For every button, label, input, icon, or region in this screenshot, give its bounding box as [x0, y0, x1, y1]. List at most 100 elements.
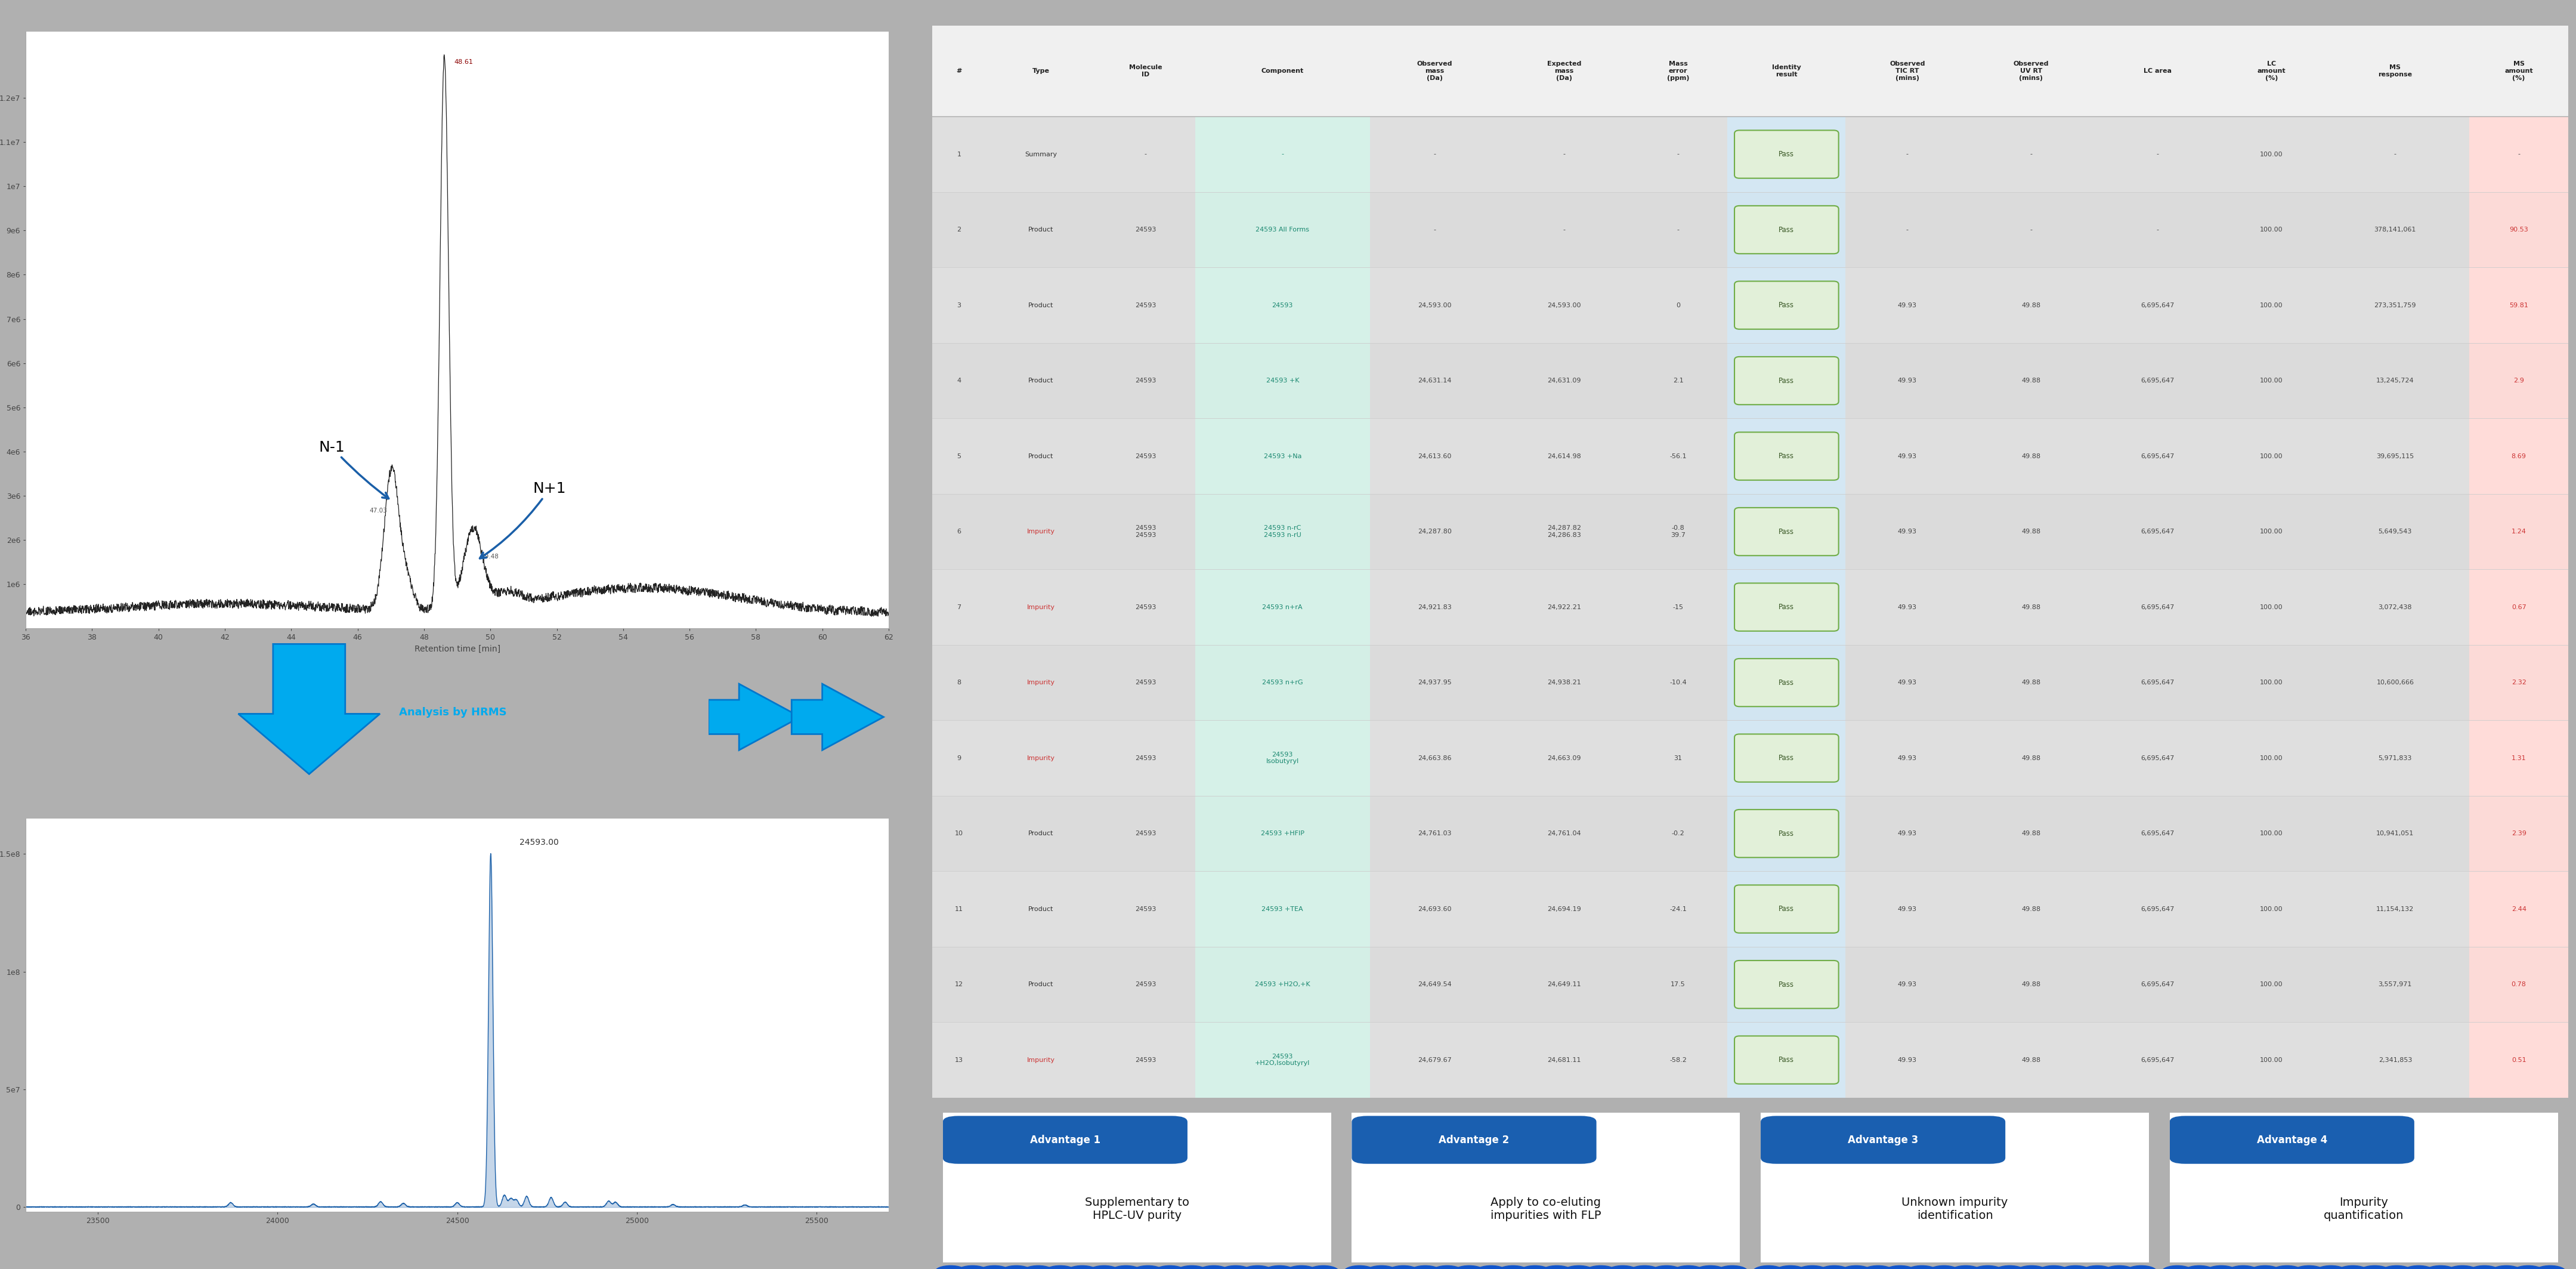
- FancyBboxPatch shape: [1734, 357, 1839, 405]
- Text: 100.00: 100.00: [2259, 378, 2282, 383]
- Text: 49.93: 49.93: [1899, 680, 1917, 685]
- Circle shape: [1752, 1265, 1785, 1269]
- Text: 47.03: 47.03: [371, 508, 386, 514]
- Text: 100.00: 100.00: [2259, 151, 2282, 157]
- Text: 24593: 24593: [1136, 227, 1157, 232]
- Text: 2: 2: [958, 227, 961, 232]
- Text: Pass: Pass: [1780, 981, 1795, 989]
- Text: 24593 +TEA: 24593 +TEA: [1262, 906, 1303, 912]
- Text: Summary: Summary: [1025, 151, 1056, 157]
- Text: 24593: 24593: [1136, 302, 1157, 308]
- Circle shape: [1842, 1265, 1873, 1269]
- Text: 49.88: 49.88: [2022, 1057, 2040, 1063]
- FancyBboxPatch shape: [933, 192, 2568, 268]
- Text: 49.93: 49.93: [1899, 453, 1917, 459]
- Text: Pass: Pass: [1780, 905, 1795, 912]
- X-axis label: Retention time [min]: Retention time [min]: [415, 645, 500, 654]
- Text: 24,663.86: 24,663.86: [1417, 755, 1450, 761]
- Text: 6,695,647: 6,695,647: [2141, 378, 2174, 383]
- Circle shape: [2017, 1265, 2048, 1269]
- Circle shape: [1365, 1265, 1396, 1269]
- Text: 39,695,115: 39,695,115: [2375, 453, 2414, 459]
- Text: 100.00: 100.00: [2259, 906, 2282, 912]
- Text: 24,287.82
24,286.83: 24,287.82 24,286.83: [1548, 525, 1582, 538]
- Text: 13: 13: [956, 1057, 963, 1063]
- Circle shape: [1607, 1265, 1638, 1269]
- Text: 24,694.19: 24,694.19: [1548, 906, 1582, 912]
- FancyBboxPatch shape: [1734, 206, 1839, 254]
- Text: 49.93: 49.93: [1899, 378, 1917, 383]
- FancyBboxPatch shape: [2169, 1115, 2414, 1164]
- Circle shape: [2512, 1265, 2545, 1269]
- Text: N+1: N+1: [479, 482, 567, 558]
- Text: 24,614.98: 24,614.98: [1548, 453, 1582, 459]
- Text: Pass: Pass: [1780, 377, 1795, 385]
- Circle shape: [1154, 1265, 1185, 1269]
- Circle shape: [1497, 1265, 1528, 1269]
- Text: Pass: Pass: [1780, 603, 1795, 610]
- Circle shape: [1886, 1265, 1917, 1269]
- Text: Impurity: Impurity: [1028, 529, 1056, 534]
- FancyBboxPatch shape: [933, 1023, 2568, 1098]
- Circle shape: [2491, 1265, 2522, 1269]
- Circle shape: [1066, 1265, 1097, 1269]
- Circle shape: [1177, 1265, 1208, 1269]
- Circle shape: [1476, 1265, 1507, 1269]
- Text: 49.88: 49.88: [2022, 529, 2040, 534]
- Text: 49.93: 49.93: [1899, 604, 1917, 610]
- Text: 100.00: 100.00: [2259, 755, 2282, 761]
- Text: -10.4: -10.4: [1669, 680, 1687, 685]
- FancyBboxPatch shape: [1734, 508, 1839, 556]
- Text: 24,679.67: 24,679.67: [1417, 1057, 1453, 1063]
- Circle shape: [1345, 1265, 1376, 1269]
- Circle shape: [1775, 1265, 1806, 1269]
- Text: 100.00: 100.00: [2259, 227, 2282, 232]
- Text: 24,937.95: 24,937.95: [1417, 680, 1453, 685]
- Text: 24593
Isobutyryl: 24593 Isobutyryl: [1265, 751, 1298, 764]
- Text: 24593: 24593: [1136, 1057, 1157, 1063]
- Text: -24.1: -24.1: [1669, 906, 1687, 912]
- Text: 49.88: 49.88: [2022, 378, 2040, 383]
- Circle shape: [2535, 1265, 2566, 1269]
- Text: Pass: Pass: [1780, 528, 1795, 536]
- Text: 100.00: 100.00: [2259, 830, 2282, 836]
- Circle shape: [979, 1265, 1010, 1269]
- Text: MS
amount
(%): MS amount (%): [2504, 61, 2532, 81]
- Text: Impurity: Impurity: [1028, 680, 1056, 685]
- FancyBboxPatch shape: [1749, 1112, 2161, 1268]
- FancyBboxPatch shape: [943, 1115, 1188, 1164]
- Circle shape: [956, 1265, 989, 1269]
- Text: 0.51: 0.51: [2512, 1057, 2527, 1063]
- FancyBboxPatch shape: [933, 494, 2568, 570]
- Text: 6,695,647: 6,695,647: [2141, 680, 2174, 685]
- Text: 24593: 24593: [1136, 981, 1157, 987]
- Circle shape: [2403, 1265, 2434, 1269]
- Text: Pass: Pass: [1780, 754, 1795, 761]
- Text: Advantage 2: Advantage 2: [1440, 1134, 1510, 1145]
- Text: 49.88: 49.88: [2022, 906, 2040, 912]
- FancyBboxPatch shape: [2470, 25, 2568, 1098]
- Circle shape: [2081, 1265, 2112, 1269]
- Text: 24,631.14: 24,631.14: [1417, 378, 1450, 383]
- Text: 6,695,647: 6,695,647: [2141, 529, 2174, 534]
- Text: 24,593.00: 24,593.00: [1548, 302, 1582, 308]
- Circle shape: [1819, 1265, 1850, 1269]
- Circle shape: [2228, 1265, 2259, 1269]
- Text: Product: Product: [1028, 302, 1054, 308]
- Text: Identity
result: Identity result: [1772, 65, 1801, 77]
- Circle shape: [1520, 1265, 1551, 1269]
- Circle shape: [2360, 1265, 2391, 1269]
- Text: 7: 7: [958, 604, 961, 610]
- Circle shape: [1540, 1265, 1571, 1269]
- Circle shape: [1929, 1265, 1960, 1269]
- Circle shape: [1090, 1265, 1121, 1269]
- Circle shape: [1309, 1265, 1340, 1269]
- Text: 12: 12: [956, 981, 963, 987]
- Text: 90.53: 90.53: [2509, 227, 2527, 232]
- FancyBboxPatch shape: [1734, 584, 1839, 631]
- Text: #: #: [956, 69, 961, 74]
- Circle shape: [1409, 1265, 1440, 1269]
- Circle shape: [1285, 1265, 1316, 1269]
- Circle shape: [1695, 1265, 1726, 1269]
- Text: 48.61: 48.61: [453, 58, 474, 65]
